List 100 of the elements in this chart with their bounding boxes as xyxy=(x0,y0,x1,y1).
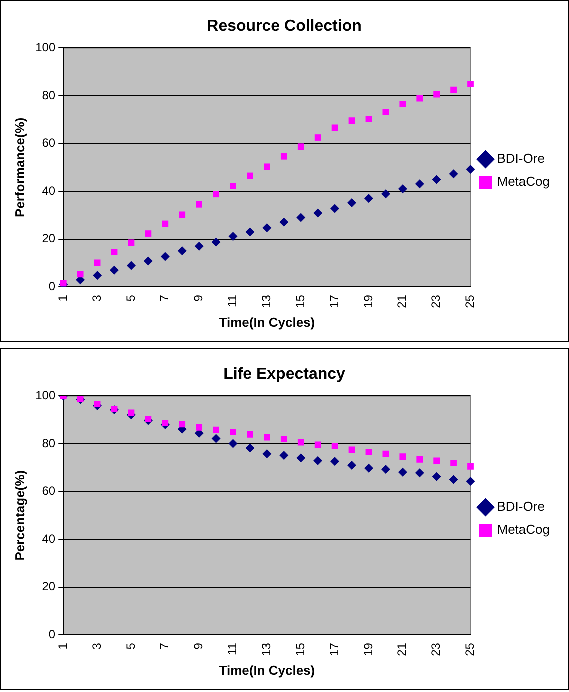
point xyxy=(314,456,323,466)
point xyxy=(296,213,306,222)
point xyxy=(280,451,289,460)
point xyxy=(178,246,187,256)
y-tick-label: 100 xyxy=(36,40,56,55)
x-tick-label: 19 xyxy=(361,642,376,656)
point xyxy=(94,260,101,266)
point xyxy=(160,252,170,262)
point xyxy=(332,442,338,450)
x-tick-label: 7 xyxy=(158,642,172,650)
y-tick-label: 100 xyxy=(36,388,56,403)
point xyxy=(416,456,424,463)
point xyxy=(230,183,236,190)
x-tick-label: 9 xyxy=(192,642,206,650)
point xyxy=(330,457,340,466)
point xyxy=(296,454,306,463)
x-tick-label: 11 xyxy=(226,294,240,308)
point xyxy=(466,165,476,174)
point xyxy=(449,170,458,179)
point xyxy=(162,420,169,426)
point xyxy=(280,153,288,160)
point xyxy=(94,401,101,408)
x-tick-label: 25 xyxy=(463,294,478,308)
point xyxy=(348,118,356,124)
point xyxy=(400,454,406,460)
point xyxy=(230,429,236,436)
legend-label: MetaCog xyxy=(497,174,550,190)
y-tick-label: 40 xyxy=(42,184,56,198)
x-axis-title: Time(In Cycles) xyxy=(219,314,316,330)
point xyxy=(432,472,442,482)
x-tick-label: 7 xyxy=(158,294,172,302)
point xyxy=(298,439,304,446)
x-tick-label: 11 xyxy=(226,642,240,656)
y-tick-label: 60 xyxy=(42,484,56,498)
point xyxy=(111,249,118,256)
y-tick-label: 40 xyxy=(42,532,56,546)
point xyxy=(145,230,152,237)
point xyxy=(348,460,357,470)
point xyxy=(450,460,457,466)
y-tick-label: 0 xyxy=(48,279,56,294)
point xyxy=(364,194,374,204)
point xyxy=(434,91,440,98)
point xyxy=(330,204,340,214)
point xyxy=(145,416,152,422)
point xyxy=(398,184,408,194)
y-tick-label: 20 xyxy=(42,580,56,594)
x-tick-label: 23 xyxy=(429,642,444,656)
point xyxy=(228,439,238,448)
x-tick-label: 3 xyxy=(90,294,104,302)
point xyxy=(77,271,84,278)
point xyxy=(247,431,254,438)
point xyxy=(280,218,289,227)
point xyxy=(366,449,372,456)
point xyxy=(246,444,255,453)
point xyxy=(196,424,203,431)
point xyxy=(416,95,424,102)
point xyxy=(213,191,220,198)
point xyxy=(162,220,169,228)
point xyxy=(382,109,390,116)
point xyxy=(415,180,424,189)
chart-title: Resource Collection xyxy=(207,18,362,36)
x-tick-label: 21 xyxy=(395,642,410,656)
point xyxy=(398,468,408,477)
point xyxy=(213,426,220,434)
point xyxy=(262,224,272,233)
y-axis-title: Percentage(%) xyxy=(12,470,28,561)
y-tick-label: 80 xyxy=(42,88,56,102)
point xyxy=(110,266,120,275)
point xyxy=(381,190,390,199)
x-tick-label: 17 xyxy=(327,294,342,308)
point xyxy=(212,434,221,444)
x-tick-label: 15 xyxy=(293,642,308,656)
point xyxy=(381,465,390,474)
point xyxy=(144,256,153,266)
y-tick-label: 20 xyxy=(42,232,56,246)
point xyxy=(128,410,135,416)
point xyxy=(212,238,221,247)
x-tick-label: 23 xyxy=(429,294,444,308)
x-tick-label: 19 xyxy=(361,294,376,308)
point xyxy=(126,261,136,270)
legend-label: MetaCog xyxy=(497,522,550,538)
legend-label: BDI-Ore xyxy=(497,151,545,166)
point xyxy=(449,475,458,484)
x-tick-label: 13 xyxy=(260,294,274,308)
point xyxy=(314,442,322,448)
point xyxy=(280,436,288,442)
point xyxy=(246,228,255,237)
point xyxy=(194,242,204,251)
point xyxy=(247,172,254,180)
point xyxy=(196,201,203,208)
point xyxy=(415,468,424,478)
x-tick-label: 17 xyxy=(327,642,342,656)
point xyxy=(228,232,238,242)
x-tick-label: 1 xyxy=(56,642,70,650)
x-tick-label: 5 xyxy=(124,294,138,302)
point xyxy=(432,175,442,184)
x-tick-label: 15 xyxy=(293,294,308,308)
x-tick-label: 5 xyxy=(124,642,138,650)
y-tick-label: 60 xyxy=(42,136,56,150)
point xyxy=(128,240,135,246)
